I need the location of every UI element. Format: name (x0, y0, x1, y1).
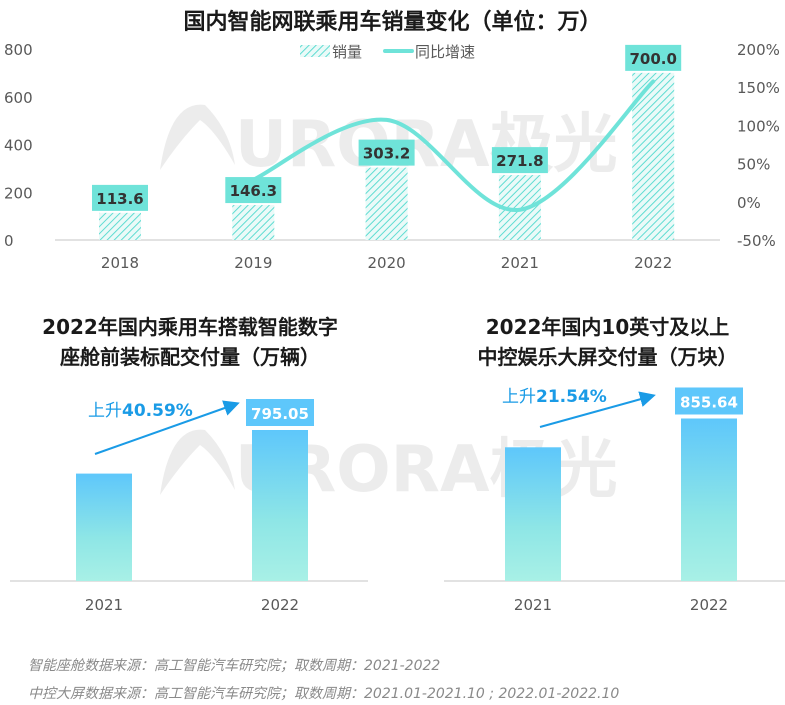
x-axis-tick-label: 2022 (634, 254, 672, 272)
left-axis-tick-label: 600 (4, 89, 33, 107)
trend-arrow (539, 391, 656, 428)
left-chart-title: 2022年国内乘用车搭载智能数字 座舱前装标配交付量（万辆） (0, 312, 380, 372)
left-axis-tick-label: 800 (4, 41, 33, 59)
legend-line-label: 同比增速 (415, 43, 475, 61)
data-label: 113.6 (96, 190, 143, 208)
left-axis-tick-label: 400 (4, 137, 33, 155)
data-label-box (675, 387, 743, 415)
x-axis-tick-label: 2022 (261, 596, 299, 614)
left-axis-tick-label: 0 (4, 232, 14, 250)
data-label: 271.8 (496, 152, 543, 170)
sales-bar (365, 167, 408, 240)
data-label-box (246, 399, 314, 426)
growth-value: 40.59% (122, 401, 193, 421)
x-axis-tick-label: 2021 (501, 254, 539, 272)
x-axis-tick-label: 2021 (514, 596, 552, 614)
right-title-line-2: 中控娱乐大屏交付量（万块） (477, 345, 738, 369)
legend-bar-swatch (300, 45, 330, 57)
aurora-logo-shape (160, 429, 235, 495)
legend-bar-label: 销量 (332, 43, 362, 61)
data-label: 303.2 (363, 145, 410, 163)
data-label-box (358, 139, 415, 166)
sales-bar (99, 212, 141, 240)
trend-arrow (94, 400, 240, 455)
right-axis-tick-label: 50% (737, 156, 770, 174)
source-note-screen: 中控大屏数据来源：高工智能汽车研究院；取数周期：2021.01-2021.10 … (28, 686, 620, 702)
data-label: 700.0 (629, 50, 676, 68)
x-axis-tick-label: 2022 (690, 596, 728, 614)
right-axis-tick-label: 200% (737, 41, 780, 59)
source-note-cockpit: 智能座舱数据来源：高工智能汽车研究院；取数周期：2021-2022 (28, 658, 441, 674)
bar (681, 418, 737, 581)
data-label: 855.64 (680, 393, 738, 411)
bar (252, 430, 308, 581)
aurora-logo-shape (160, 104, 235, 170)
data-label-box (491, 147, 548, 174)
growth-annotation: 上升21.54% (502, 387, 607, 407)
growth-rate-line (251, 79, 656, 212)
right-axis-tick-label: -50% (737, 232, 776, 250)
growth-prefix: 上升 (502, 387, 536, 407)
left-title-line-2: 座舱前装标配交付量（万辆） (60, 345, 320, 369)
growth-prefix: 上升 (88, 401, 122, 421)
main-chart-title: 国内智能网联乘用车销量变化（单位：万） (183, 10, 602, 35)
growth-value: 21.54% (536, 387, 607, 407)
x-axis-tick-label: 2018 (101, 254, 139, 272)
bar (76, 473, 132, 581)
x-axis-tick-label: 2020 (368, 254, 406, 272)
data-label-box (625, 44, 682, 71)
growth-annotation: 上升40.59% (88, 401, 193, 421)
right-chart-title: 2022年国内10英寸及以上 中控娱乐大屏交付量（万块） (430, 312, 785, 372)
left-title-line-1: 2022年国内乘用车搭载智能数字 (42, 315, 338, 339)
right-title-line-1: 2022年国内10英寸及以上 (485, 315, 730, 339)
right-axis-tick-label: 100% (737, 117, 780, 135)
bar (505, 447, 561, 581)
sales-bar (632, 72, 675, 240)
data-label: 146.3 (230, 182, 277, 200)
x-axis-tick-label: 2019 (234, 254, 272, 272)
x-axis-tick-label: 2021 (85, 596, 123, 614)
data-label-box (92, 184, 148, 211)
data-label: 795.05 (251, 405, 309, 423)
left-axis-tick-label: 200 (4, 184, 33, 202)
sales-bar (232, 205, 275, 240)
right-axis-tick-label: 150% (737, 79, 780, 97)
right-axis-tick-label: 0% (737, 194, 761, 212)
